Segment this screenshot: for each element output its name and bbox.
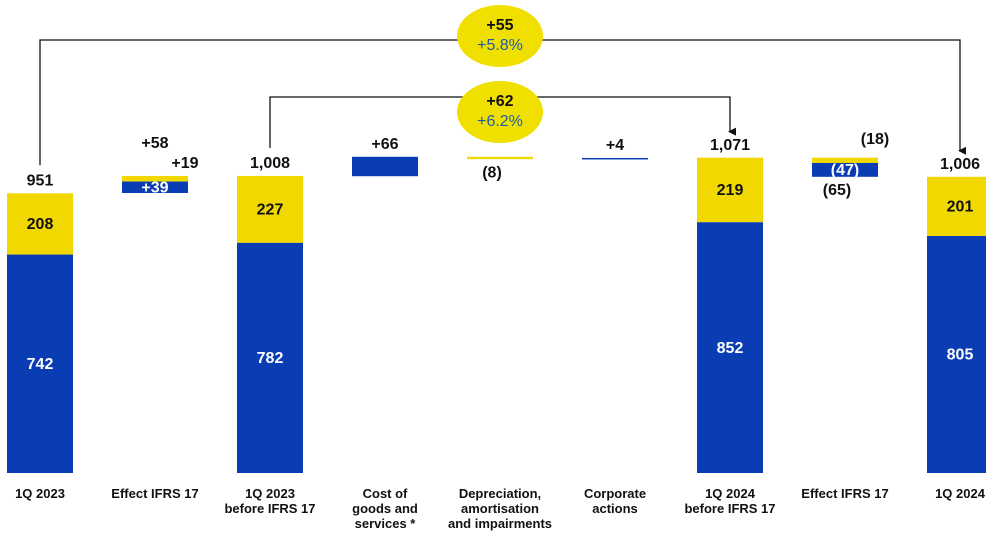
category-label: 1Q 2024 — [935, 486, 985, 501]
annotation-text: +55 — [486, 17, 513, 34]
segment-label: 201 — [947, 199, 974, 216]
bar-segment — [927, 235, 986, 473]
category-label: Effect IFRS 17 — [111, 486, 199, 501]
category-label: Effect IFRS 17 — [801, 486, 889, 501]
category-label: Cost of goods and services * — [352, 486, 418, 531]
bar-segment — [697, 222, 763, 473]
total-label: (65) — [823, 182, 851, 199]
bar-segment — [927, 176, 986, 236]
bar-segment — [122, 181, 188, 193]
annotation-bubble — [457, 5, 543, 67]
bar-segment — [582, 157, 648, 160]
bar-segment — [812, 162, 878, 177]
bar-segment — [7, 193, 73, 255]
bar-segment — [697, 157, 763, 223]
bar-segment — [237, 175, 303, 243]
segment-label: (18) — [861, 131, 889, 148]
total-label: 951 — [27, 173, 54, 190]
total-label: +58 — [141, 135, 168, 152]
category-label: Depreciation, amortisation and impairmen… — [447, 486, 553, 531]
bar-segment — [352, 156, 418, 177]
annotation-subtext: +5.8% — [477, 37, 523, 54]
category-label: 1Q 2023 — [15, 486, 65, 501]
category-label: 1Q 2023 before IFRS 17 — [224, 486, 316, 516]
segment-label: +39 — [141, 179, 168, 196]
category-label: Corporate actions — [583, 486, 647, 516]
segment-label: 219 — [717, 182, 744, 199]
segment-label: 208 — [27, 216, 54, 233]
total-label: 1,008 — [250, 155, 290, 172]
segment-label: 782 — [257, 350, 284, 367]
segment-label: +19 — [171, 155, 198, 172]
segment-label: 227 — [257, 202, 284, 219]
category-label: 1Q 2024 before IFRS 17 — [684, 486, 776, 516]
segment-label: (47) — [831, 162, 859, 179]
annotation-bubble — [457, 81, 543, 143]
total-label: 1,071 — [710, 137, 750, 154]
bar-segment — [812, 157, 878, 163]
bar-segment — [122, 175, 188, 182]
segment-label: 805 — [947, 347, 974, 364]
total-label: +66 — [371, 136, 398, 153]
total-label: (8) — [482, 164, 502, 181]
segment-label: 852 — [717, 340, 744, 357]
bar-segment — [7, 254, 73, 473]
total-label: 1,006 — [940, 156, 980, 173]
segment-label: 742 — [27, 356, 54, 373]
total-label: +4 — [606, 137, 624, 154]
annotation-subtext: +6.2% — [477, 113, 523, 130]
bar-segment — [467, 156, 533, 160]
bar-segment — [237, 242, 303, 473]
annotation-text: +62 — [486, 93, 513, 110]
